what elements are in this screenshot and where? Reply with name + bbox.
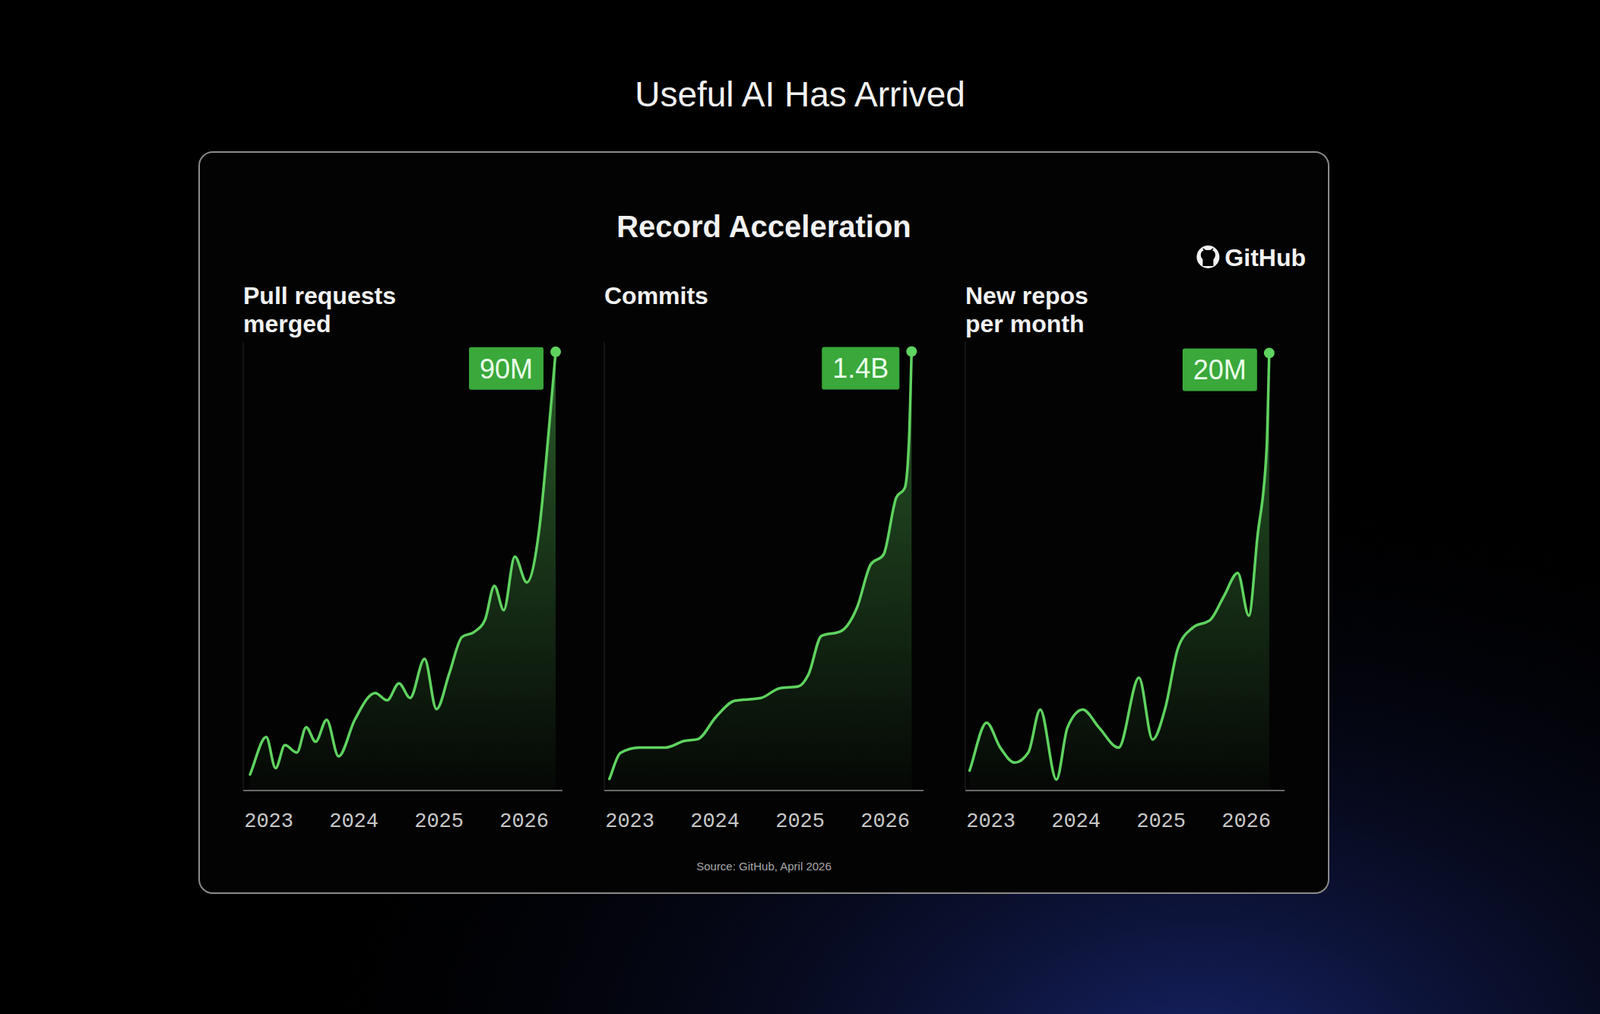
y-axis-line: [965, 342, 967, 791]
x-tick-label: 2023: [605, 810, 655, 834]
logo-text: GitHub: [1224, 243, 1306, 272]
value-labels: 1.4B: [821, 345, 917, 390]
stage-glow: [0, 0, 1600, 1014]
x-tick-label: 2025: [414, 810, 464, 834]
background: [0, 0, 1600, 1014]
chart-0: 2023 2024 2025 2026 90M Pull requestsmerged: [243, 281, 563, 834]
area-fill: [609, 351, 913, 791]
panel: [199, 152, 1329, 894]
x-tick-label: 2025: [1136, 810, 1186, 834]
value-badge: [1182, 348, 1258, 391]
chart-title-line: Pull requests: [243, 281, 397, 310]
x-tick-label: 2023: [243, 810, 294, 834]
value-label: 1.4B: [832, 352, 889, 384]
y-axis-line: [243, 342, 244, 791]
x-tick-label: 2024: [690, 810, 740, 834]
series-line: [609, 351, 913, 779]
chart-2: 2023 2024 2025 2026 20M New reposper month: [965, 281, 1285, 834]
slide-title: Useful AI Has Arrived: [634, 74, 966, 115]
value-badge: [468, 347, 544, 390]
end-dot: [550, 346, 561, 358]
area-fill: [969, 352, 1270, 791]
chart-title-line: per month: [965, 310, 1084, 338]
source-note: Source: GitHub, April 2026: [696, 859, 832, 873]
series-group: [250, 351, 556, 791]
x-tick-label: 2026: [860, 810, 910, 834]
chart-title: Commits: [604, 281, 709, 310]
x-tick-label: 2024: [1051, 810, 1101, 834]
end-dot: [1264, 347, 1275, 359]
slide: Useful AI Has Arrived Record Acceleration…: [0, 0, 1600, 1014]
x-tick-label: 2024: [329, 810, 379, 834]
x-tick-label: 2026: [499, 810, 549, 834]
value-labels: 20M: [1182, 347, 1275, 391]
x-tick-label: 2026: [1221, 810, 1271, 834]
series-line: [969, 352, 1270, 780]
value-badge: [821, 346, 900, 390]
series-line: [250, 351, 556, 775]
series-group: [609, 351, 913, 791]
chart-title-line: New repos: [965, 281, 1089, 310]
value-label: 90M: [479, 353, 533, 385]
area-fill: [250, 351, 556, 791]
value-label: 20M: [1193, 354, 1247, 386]
chart-title: Pull requestsmerged: [243, 281, 397, 338]
logo-icon: [1196, 245, 1220, 269]
x-tick-label: 2025: [775, 810, 825, 834]
value-labels: 90M: [468, 346, 561, 390]
chart-1: 2023 2024 2025 2026 1.4B Commits: [604, 281, 924, 834]
chart-title-line: merged: [243, 310, 332, 338]
series-group: [969, 352, 1270, 791]
y-axis-line: [604, 342, 606, 791]
chart-title: New reposper month: [965, 281, 1089, 338]
x-tick-label: 2023: [966, 810, 1016, 834]
end-dot: [906, 345, 917, 357]
panel-title: Record Acceleration: [616, 209, 912, 244]
logo-icon-cat: [1200, 247, 1216, 267]
